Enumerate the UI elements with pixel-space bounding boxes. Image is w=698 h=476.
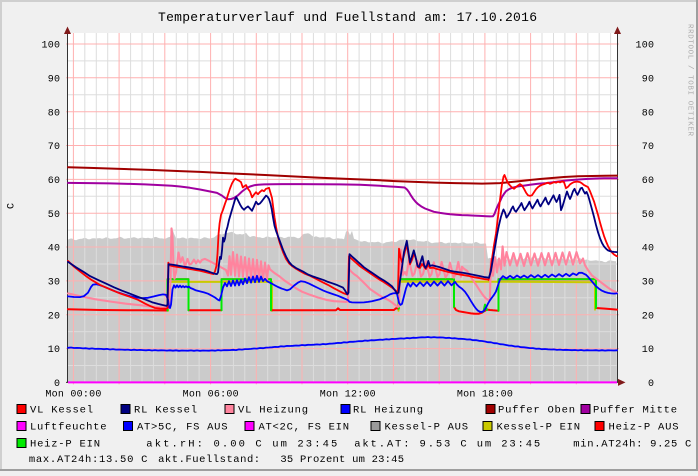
svg-text:Heiz-P AUS: Heiz-P AUS	[609, 421, 679, 433]
svg-text:VL Heizung: VL Heizung	[238, 404, 308, 416]
svg-text:50: 50	[48, 210, 60, 221]
svg-text:max.AT24h:13.50 C: max.AT24h:13.50 C	[29, 454, 147, 466]
svg-text:30: 30	[642, 278, 654, 289]
svg-text:20: 20	[642, 311, 654, 322]
svg-text:akt.Fuellstand:: akt.Fuellstand:	[158, 454, 260, 466]
svg-text:35 Prozent um 23:45: 35 Prozent um 23:45	[280, 454, 404, 466]
svg-text:akt.rH: 0.00 C um 23:45: akt.rH: 0.00 C um 23:45	[146, 438, 337, 450]
svg-text:30: 30	[48, 278, 60, 289]
svg-text:60: 60	[48, 176, 60, 187]
svg-text:10: 10	[642, 345, 654, 356]
svg-text:C: C	[7, 203, 18, 209]
svg-text:60: 60	[642, 176, 654, 187]
svg-text:AT<2C, FS EIN: AT<2C, FS EIN	[259, 421, 350, 433]
svg-text:80: 80	[48, 108, 60, 119]
svg-text:RL Kessel: RL Kessel	[134, 404, 197, 416]
svg-text:Heiz-P EIN: Heiz-P EIN	[30, 438, 100, 450]
svg-text:Luftfeuchte: Luftfeuchte	[30, 421, 107, 433]
svg-text:Mon 18:00: Mon 18:00	[457, 390, 513, 401]
svg-text:Puffer Mitte: Puffer Mitte	[593, 404, 677, 416]
svg-text:Mon 12:00: Mon 12:00	[320, 390, 376, 401]
svg-text:20: 20	[48, 311, 60, 322]
svg-text:70: 70	[642, 142, 654, 153]
svg-text:0: 0	[54, 379, 60, 390]
svg-text:Kessel-P AUS: Kessel-P AUS	[385, 421, 469, 433]
svg-text:50: 50	[642, 210, 654, 221]
svg-text:AT>5C, FS AUS: AT>5C, FS AUS	[137, 421, 228, 433]
svg-text:min.AT24h: 9.25 C: min.AT24h: 9.25 C	[573, 438, 691, 450]
svg-text:Temperaturverlauf und Fuellsta: Temperaturverlauf und Fuellstand am: 17.…	[158, 10, 537, 25]
svg-text:70: 70	[48, 142, 60, 153]
svg-text:90: 90	[48, 74, 60, 85]
svg-text:40: 40	[48, 244, 60, 255]
svg-text:40: 40	[642, 244, 654, 255]
svg-text:80: 80	[642, 108, 654, 119]
svg-text:0: 0	[648, 379, 654, 390]
svg-text:100: 100	[42, 41, 60, 52]
svg-text:Kessel-P EIN: Kessel-P EIN	[497, 421, 581, 433]
svg-text:10: 10	[48, 345, 60, 356]
svg-text:Mon 00:00: Mon 00:00	[45, 390, 101, 401]
svg-text:VL Kessel: VL Kessel	[30, 404, 93, 416]
svg-text:Mon 06:00: Mon 06:00	[183, 390, 239, 401]
svg-text:100: 100	[636, 41, 654, 52]
svg-text:RRDTOOL / TOBI OETIKER: RRDTOOL / TOBI OETIKER	[686, 24, 694, 136]
svg-text:90: 90	[642, 74, 654, 85]
svg-text:Puffer Oben: Puffer Oben	[498, 404, 575, 416]
svg-text:akt.AT: 9.53 C um 23:45: akt.AT: 9.53 C um 23:45	[354, 438, 540, 450]
svg-text:RL Heizung: RL Heizung	[353, 404, 423, 416]
